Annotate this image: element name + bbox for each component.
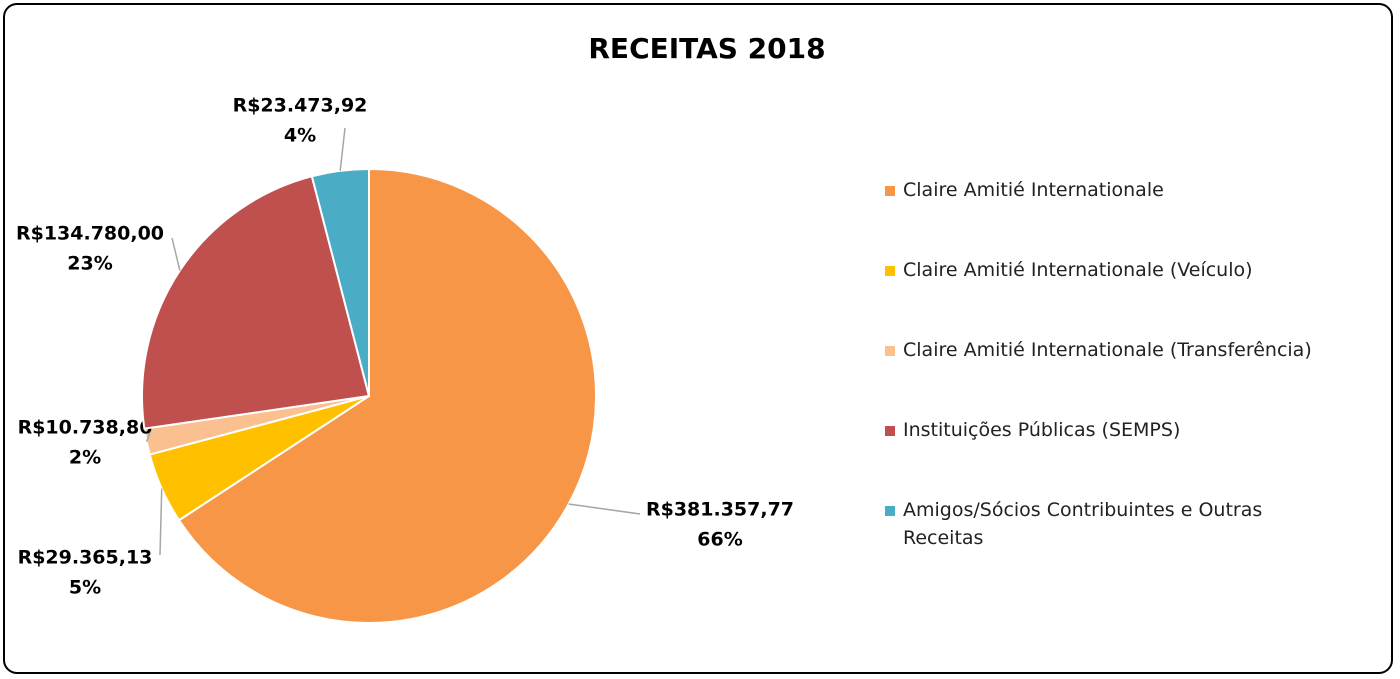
percent-label: 66% <box>697 529 742 551</box>
value-label: R$10.738,86 <box>18 417 153 439</box>
legend-swatch <box>885 186 895 196</box>
legend-label: Claire Amitié Internationale <box>903 179 1164 201</box>
legend-item: Claire Amitié Internationale <box>885 176 1355 204</box>
legend-item: Instituições Públicas (SEMPS) <box>885 416 1355 444</box>
percent-label: 4% <box>284 125 316 147</box>
pie-slice <box>177 167 597 624</box>
percent-label: 23% <box>67 253 112 275</box>
value-label: R$23.473,92 <box>233 95 368 117</box>
leader-line <box>145 431 151 442</box>
chart-title: RECEITAS 2018 <box>588 32 825 65</box>
legend-item: Amigos/Sócios Contribuintes e Outras Rec… <box>885 496 1355 552</box>
value-label: R$381.357,77 <box>646 499 794 521</box>
leader-line <box>339 127 346 171</box>
legend-label: Instituições Públicas (SEMPS) <box>903 419 1181 441</box>
value-label: R$134.780,00 <box>16 223 164 245</box>
legend-label: Amigos/Sócios Contribuintes e Outras Rec… <box>903 499 1263 549</box>
leader-line <box>159 488 163 556</box>
leader-line <box>568 503 641 515</box>
percent-label: 5% <box>69 577 101 599</box>
leader-line <box>171 237 181 271</box>
legend-item: Claire Amitié Internationale (Veículo) <box>885 256 1355 284</box>
legend-item: Claire Amitié Internationale (Transferên… <box>885 336 1355 364</box>
value-label: R$29.365,13 <box>18 547 153 569</box>
chart-frame <box>3 3 1393 674</box>
pie-slice <box>310 167 370 397</box>
legend-label: Claire Amitié Internationale (Veículo) <box>903 259 1253 281</box>
legend-swatch <box>885 266 895 276</box>
percent-label: 2% <box>69 447 101 469</box>
pie-slice <box>141 175 371 430</box>
legend-swatch <box>885 346 895 356</box>
legend-swatch <box>885 506 895 516</box>
legend-swatch <box>885 426 895 436</box>
legend-label: Claire Amitié Internationale (Transferên… <box>903 339 1312 361</box>
